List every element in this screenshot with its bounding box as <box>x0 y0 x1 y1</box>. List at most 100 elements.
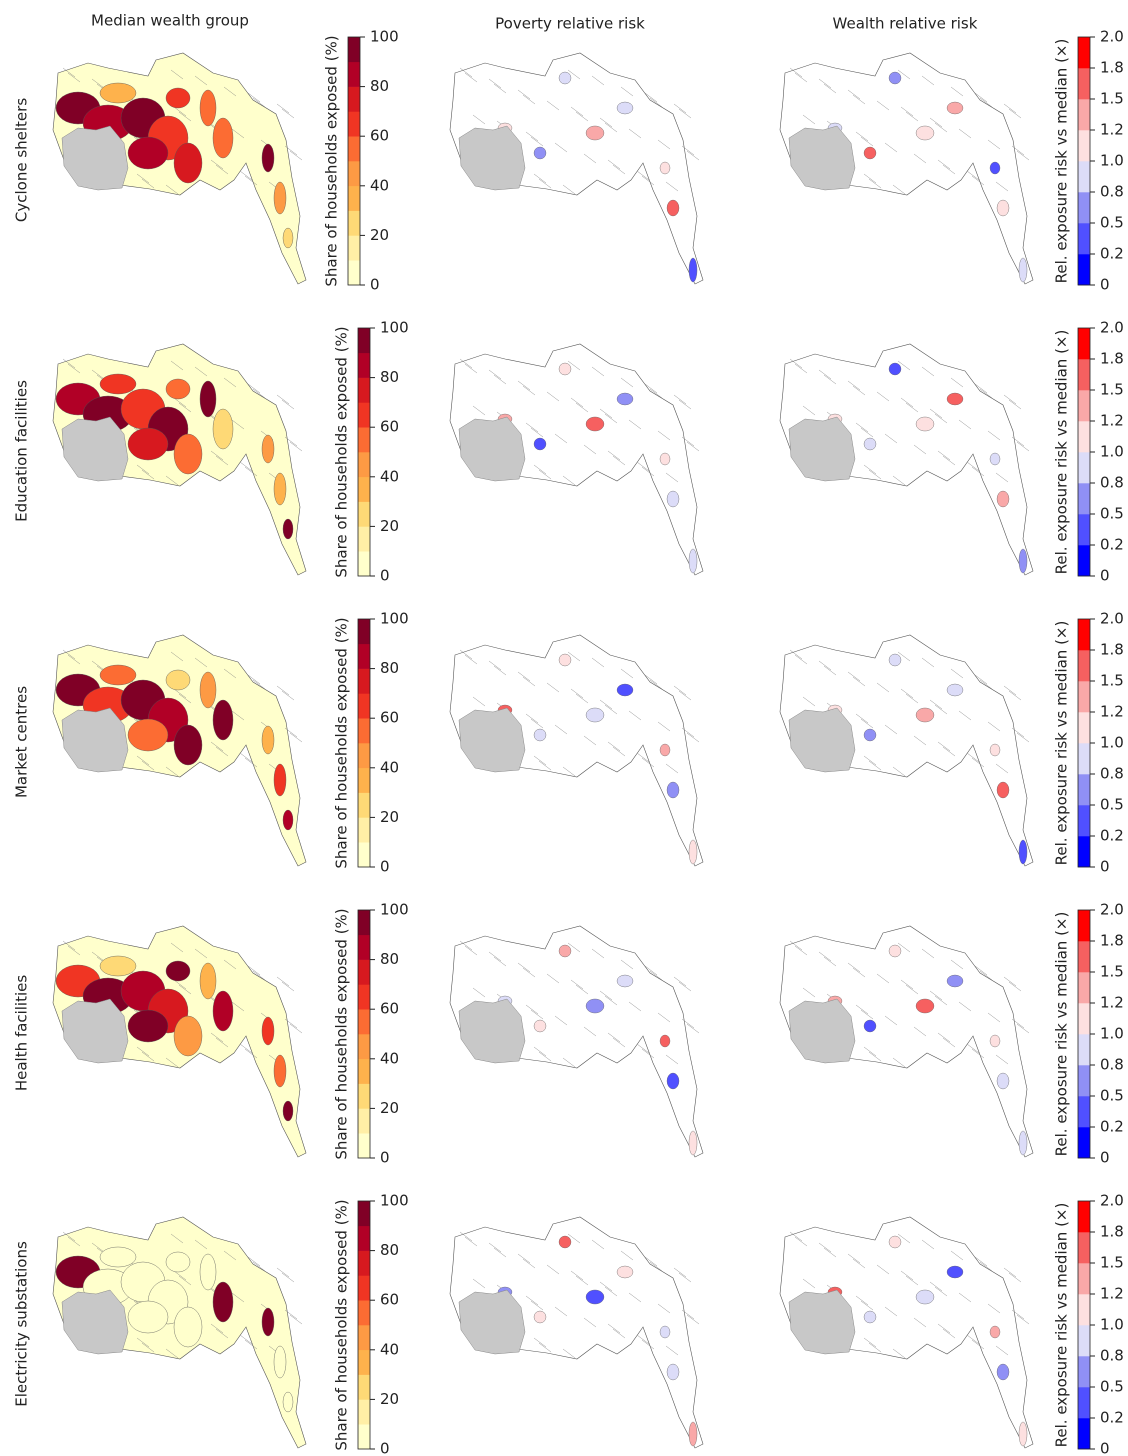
district <box>212 699 234 741</box>
map <box>779 52 1034 285</box>
district-border <box>165 1057 179 1068</box>
district <box>165 1251 191 1273</box>
district-border <box>673 394 687 405</box>
colorbar-band <box>358 501 370 527</box>
district-border <box>905 1275 919 1286</box>
district-border <box>900 979 914 990</box>
district-border <box>974 674 988 685</box>
district-border <box>876 100 890 111</box>
district-border <box>929 117 943 128</box>
colorbar-tick-label: 0 <box>1100 1149 1110 1167</box>
district <box>616 392 634 406</box>
colorbar-tick-label: 0 <box>380 858 390 876</box>
district-border <box>570 106 584 117</box>
district-border <box>863 1046 877 1057</box>
district <box>558 944 572 958</box>
colorbar-band <box>358 452 370 478</box>
district <box>915 125 935 141</box>
colorbar-band <box>358 767 370 793</box>
district-border <box>678 108 692 119</box>
district-border <box>562 184 576 195</box>
district-border <box>554 724 568 735</box>
district-border <box>223 377 237 388</box>
colorbar-band <box>1078 1127 1090 1159</box>
district-border <box>897 942 911 953</box>
district-border <box>818 1242 832 1253</box>
colorbar-band <box>1078 254 1090 286</box>
district-border <box>979 970 993 981</box>
district-border <box>607 741 621 752</box>
district-border <box>884 1306 898 1317</box>
district-border <box>966 752 980 763</box>
district-border <box>686 441 700 452</box>
sundarbans <box>458 707 526 773</box>
colorbar-band <box>358 1374 370 1400</box>
colorbar-tick-label: 0 <box>1100 858 1110 876</box>
district-border <box>210 1032 224 1043</box>
colorbar-band <box>1078 99 1090 131</box>
colorbar-tick-label: 40 <box>380 1049 399 1067</box>
colorbar-tick-label: 1.0 <box>1100 152 1124 170</box>
district-border <box>913 444 927 455</box>
district-border <box>868 178 882 189</box>
district-border <box>141 1051 155 1062</box>
district-border <box>210 741 224 752</box>
district <box>688 257 698 283</box>
map <box>449 1216 704 1449</box>
district-border <box>546 391 560 402</box>
district-border <box>194 75 208 86</box>
colorbar-band <box>348 235 360 261</box>
district-border <box>247 674 261 685</box>
district-border <box>289 441 303 452</box>
map <box>449 634 704 867</box>
district-border <box>971 1048 985 1059</box>
district-border <box>913 735 927 746</box>
district <box>99 1246 137 1268</box>
district <box>659 1034 671 1048</box>
map-outline <box>779 634 1034 867</box>
colorbar-label: Share of households exposed (%) <box>333 617 351 868</box>
district-border <box>575 402 589 413</box>
district-border <box>533 1337 547 1348</box>
colorbar-band <box>1078 1065 1090 1097</box>
district-border <box>649 97 663 108</box>
colorbar-tick-label: 2.0 <box>1100 610 1124 628</box>
district-border <box>974 383 988 394</box>
district-border <box>794 945 808 956</box>
sundarbans <box>788 1289 856 1355</box>
district-border <box>942 164 956 175</box>
district-border <box>794 1236 808 1247</box>
district-border <box>530 136 544 147</box>
colorbar-tick-label: 0.5 <box>1100 796 1124 814</box>
map <box>779 343 1034 576</box>
district-border <box>905 402 919 413</box>
district-border <box>628 1001 642 1012</box>
district-border <box>1011 436 1025 447</box>
colorbar-tick-label: 1.8 <box>1100 932 1124 950</box>
district-border <box>620 377 634 388</box>
map <box>52 634 307 867</box>
colorbar-tick-label: 0 <box>1100 1440 1110 1456</box>
colorbar-tick-label: 100 <box>380 901 409 919</box>
district-border <box>67 72 81 83</box>
district <box>282 809 294 831</box>
district-border <box>1008 981 1022 992</box>
district <box>558 362 572 376</box>
district-border <box>1008 690 1022 701</box>
district-border <box>958 1001 972 1012</box>
district <box>127 718 169 752</box>
colorbar-band <box>358 1424 370 1450</box>
district-border <box>966 461 980 472</box>
colorbar-band <box>358 1034 370 1060</box>
district-border <box>562 475 576 486</box>
colorbar-band <box>1078 130 1090 162</box>
district-border <box>583 1026 597 1037</box>
district-border <box>194 948 208 959</box>
district-border <box>575 693 589 704</box>
district <box>165 87 191 109</box>
colorbar-tick-label: 1.5 <box>1100 672 1124 690</box>
district <box>1018 1130 1028 1156</box>
district-border <box>929 699 943 710</box>
colorbar-tick-label: 60 <box>380 1291 399 1309</box>
district <box>996 199 1010 217</box>
